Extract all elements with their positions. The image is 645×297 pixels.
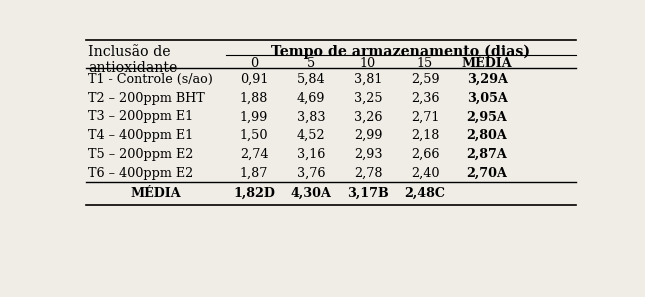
Text: 2,70A: 2,70A xyxy=(466,167,508,180)
Text: MÉDIA: MÉDIA xyxy=(462,57,512,70)
Text: 1,87: 1,87 xyxy=(240,167,268,180)
Text: 3,17B: 3,17B xyxy=(347,187,389,200)
Text: 2,95A: 2,95A xyxy=(466,110,508,123)
Text: 4,30A: 4,30A xyxy=(291,187,332,200)
Text: 15: 15 xyxy=(417,57,433,70)
Text: 3,81: 3,81 xyxy=(354,73,382,86)
Text: 2,74: 2,74 xyxy=(240,148,268,161)
Text: 10: 10 xyxy=(360,57,376,70)
Text: 3,16: 3,16 xyxy=(297,148,325,161)
Text: 0: 0 xyxy=(250,57,258,70)
Text: 2,78: 2,78 xyxy=(354,167,382,180)
Text: 2,59: 2,59 xyxy=(411,73,439,86)
Text: 3,76: 3,76 xyxy=(297,167,325,180)
Text: 2,36: 2,36 xyxy=(411,91,439,105)
Text: 0,91: 0,91 xyxy=(240,73,268,86)
Text: 1,82D: 1,82D xyxy=(233,187,275,200)
Text: T4 – 400ppm E1: T4 – 400ppm E1 xyxy=(88,129,194,142)
Text: 1,99: 1,99 xyxy=(240,110,268,123)
Text: T3 – 200ppm E1: T3 – 200ppm E1 xyxy=(88,110,194,123)
Text: 1,88: 1,88 xyxy=(240,91,268,105)
Text: 2,80A: 2,80A xyxy=(466,129,508,142)
Text: 2,18: 2,18 xyxy=(411,129,439,142)
Text: 2,93: 2,93 xyxy=(354,148,382,161)
Text: T1 - Controle (s/ao): T1 - Controle (s/ao) xyxy=(88,73,213,86)
Text: T5 – 200ppm E2: T5 – 200ppm E2 xyxy=(88,148,194,161)
Text: 2,40: 2,40 xyxy=(411,167,439,180)
Text: 3,05A: 3,05A xyxy=(466,91,508,105)
Text: 3,83: 3,83 xyxy=(297,110,325,123)
Text: T2 – 200ppm BHT: T2 – 200ppm BHT xyxy=(88,91,205,105)
Text: Tempo de armazenamento (dias): Tempo de armazenamento (dias) xyxy=(271,45,530,59)
Text: 2,71: 2,71 xyxy=(411,110,439,123)
Text: T6 – 400ppm E2: T6 – 400ppm E2 xyxy=(88,167,194,180)
Text: 3,26: 3,26 xyxy=(354,110,382,123)
Text: MÉDIA: MÉDIA xyxy=(130,187,181,200)
Text: 2,48C: 2,48C xyxy=(404,187,446,200)
Text: 3,25: 3,25 xyxy=(353,91,382,105)
Text: 4,69: 4,69 xyxy=(297,91,325,105)
Text: 4,52: 4,52 xyxy=(297,129,325,142)
Text: 2,87A: 2,87A xyxy=(466,148,508,161)
Text: 5,84: 5,84 xyxy=(297,73,325,86)
Text: 3,29A: 3,29A xyxy=(466,73,508,86)
Text: 2,66: 2,66 xyxy=(411,148,439,161)
Text: Inclusão de: Inclusão de xyxy=(88,45,171,59)
Text: 5: 5 xyxy=(307,57,315,70)
Text: 1,50: 1,50 xyxy=(240,129,268,142)
Text: 2,99: 2,99 xyxy=(354,129,382,142)
Text: antioxidante: antioxidante xyxy=(88,61,177,75)
